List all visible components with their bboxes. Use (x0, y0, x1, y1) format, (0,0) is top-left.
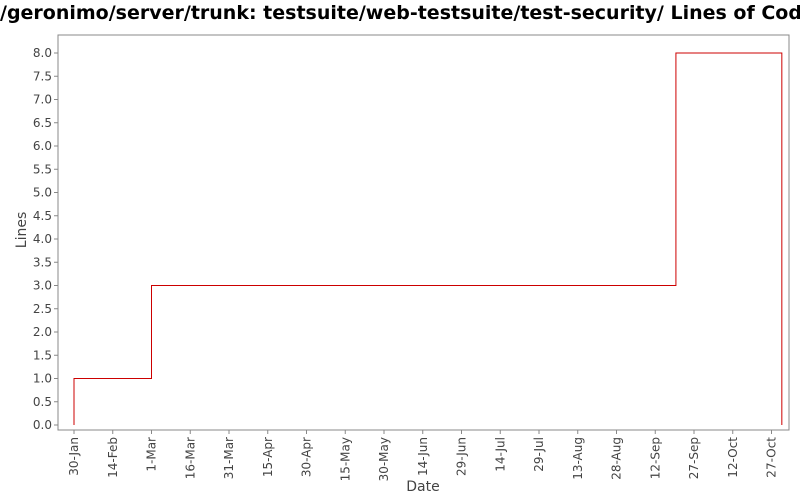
x-tick-label: 30-May (377, 437, 391, 481)
x-tick-label: 12-Sep (648, 437, 662, 479)
y-tick-label: 0.5 (33, 395, 52, 409)
x-axis-label: Date (406, 479, 439, 495)
y-tick-label: 1.0 (33, 372, 52, 386)
y-tick-label: 8.0 (33, 46, 52, 60)
y-tick-label: 4.5 (33, 209, 52, 223)
x-tick-label: 27-Oct (765, 437, 779, 478)
plot-area (57, 34, 790, 431)
y-axis-label: Lines (14, 212, 30, 248)
y-tick-label: 2.5 (33, 302, 52, 316)
y-tick-label: 0.0 (33, 418, 52, 432)
y-tick-label: 4.0 (33, 232, 52, 246)
y-tick-label: 7.5 (33, 69, 52, 83)
y-tick-label: 1.5 (33, 348, 52, 362)
y-tick-label: 6.0 (33, 139, 52, 153)
x-tick-label: 29-Jun (455, 437, 469, 476)
y-tick-label: 3.0 (33, 279, 52, 293)
x-tick-label: 30-Jan (67, 437, 81, 476)
x-tick-label: 1-Mar (145, 437, 159, 472)
y-tick-label: 7.0 (33, 93, 52, 107)
x-tick-label: 13-Aug (571, 437, 585, 480)
x-tick-label: 14-Feb (106, 437, 120, 478)
x-tick-label: 12-Oct (726, 437, 740, 478)
y-tick-label: 3.5 (33, 255, 52, 269)
y-tick-label: 2.0 (33, 325, 52, 339)
x-tick-label: 28-Aug (610, 437, 624, 480)
x-tick-label: 29-Jul (532, 437, 546, 472)
series-line (73, 52, 783, 425)
x-tick-label: 14-Jun (416, 437, 430, 476)
x-tick-label: 31-Mar (222, 437, 236, 479)
x-tick-label: 14-Jul (493, 437, 507, 472)
x-tick-label: 16-Mar (183, 437, 197, 479)
x-tick-label: 30-Apr (300, 437, 314, 477)
y-axis: 0.0 0.5 1.0 1.5 2.0 2.5 3.0 3.5 4.0 4.5 5.0 5.5 6.0 6… (33, 46, 58, 432)
y-tick-label: 5.0 (33, 186, 52, 200)
y-tick-label: 5.5 (33, 162, 52, 176)
x-tick-label: 15-May (338, 437, 352, 481)
chart-title: /geronimo/server/trunk: testsuite/web-te… (0, 2, 800, 24)
x-tick-label: 15-Apr (261, 437, 275, 477)
y-tick-label: 6.5 (33, 116, 52, 130)
x-tick-label: 27-Sep (687, 437, 701, 479)
x-axis: 30-Jan 14-Feb 1-Mar 16-Mar 31-Mar 15-Apr 30-Ap… (67, 430, 779, 481)
